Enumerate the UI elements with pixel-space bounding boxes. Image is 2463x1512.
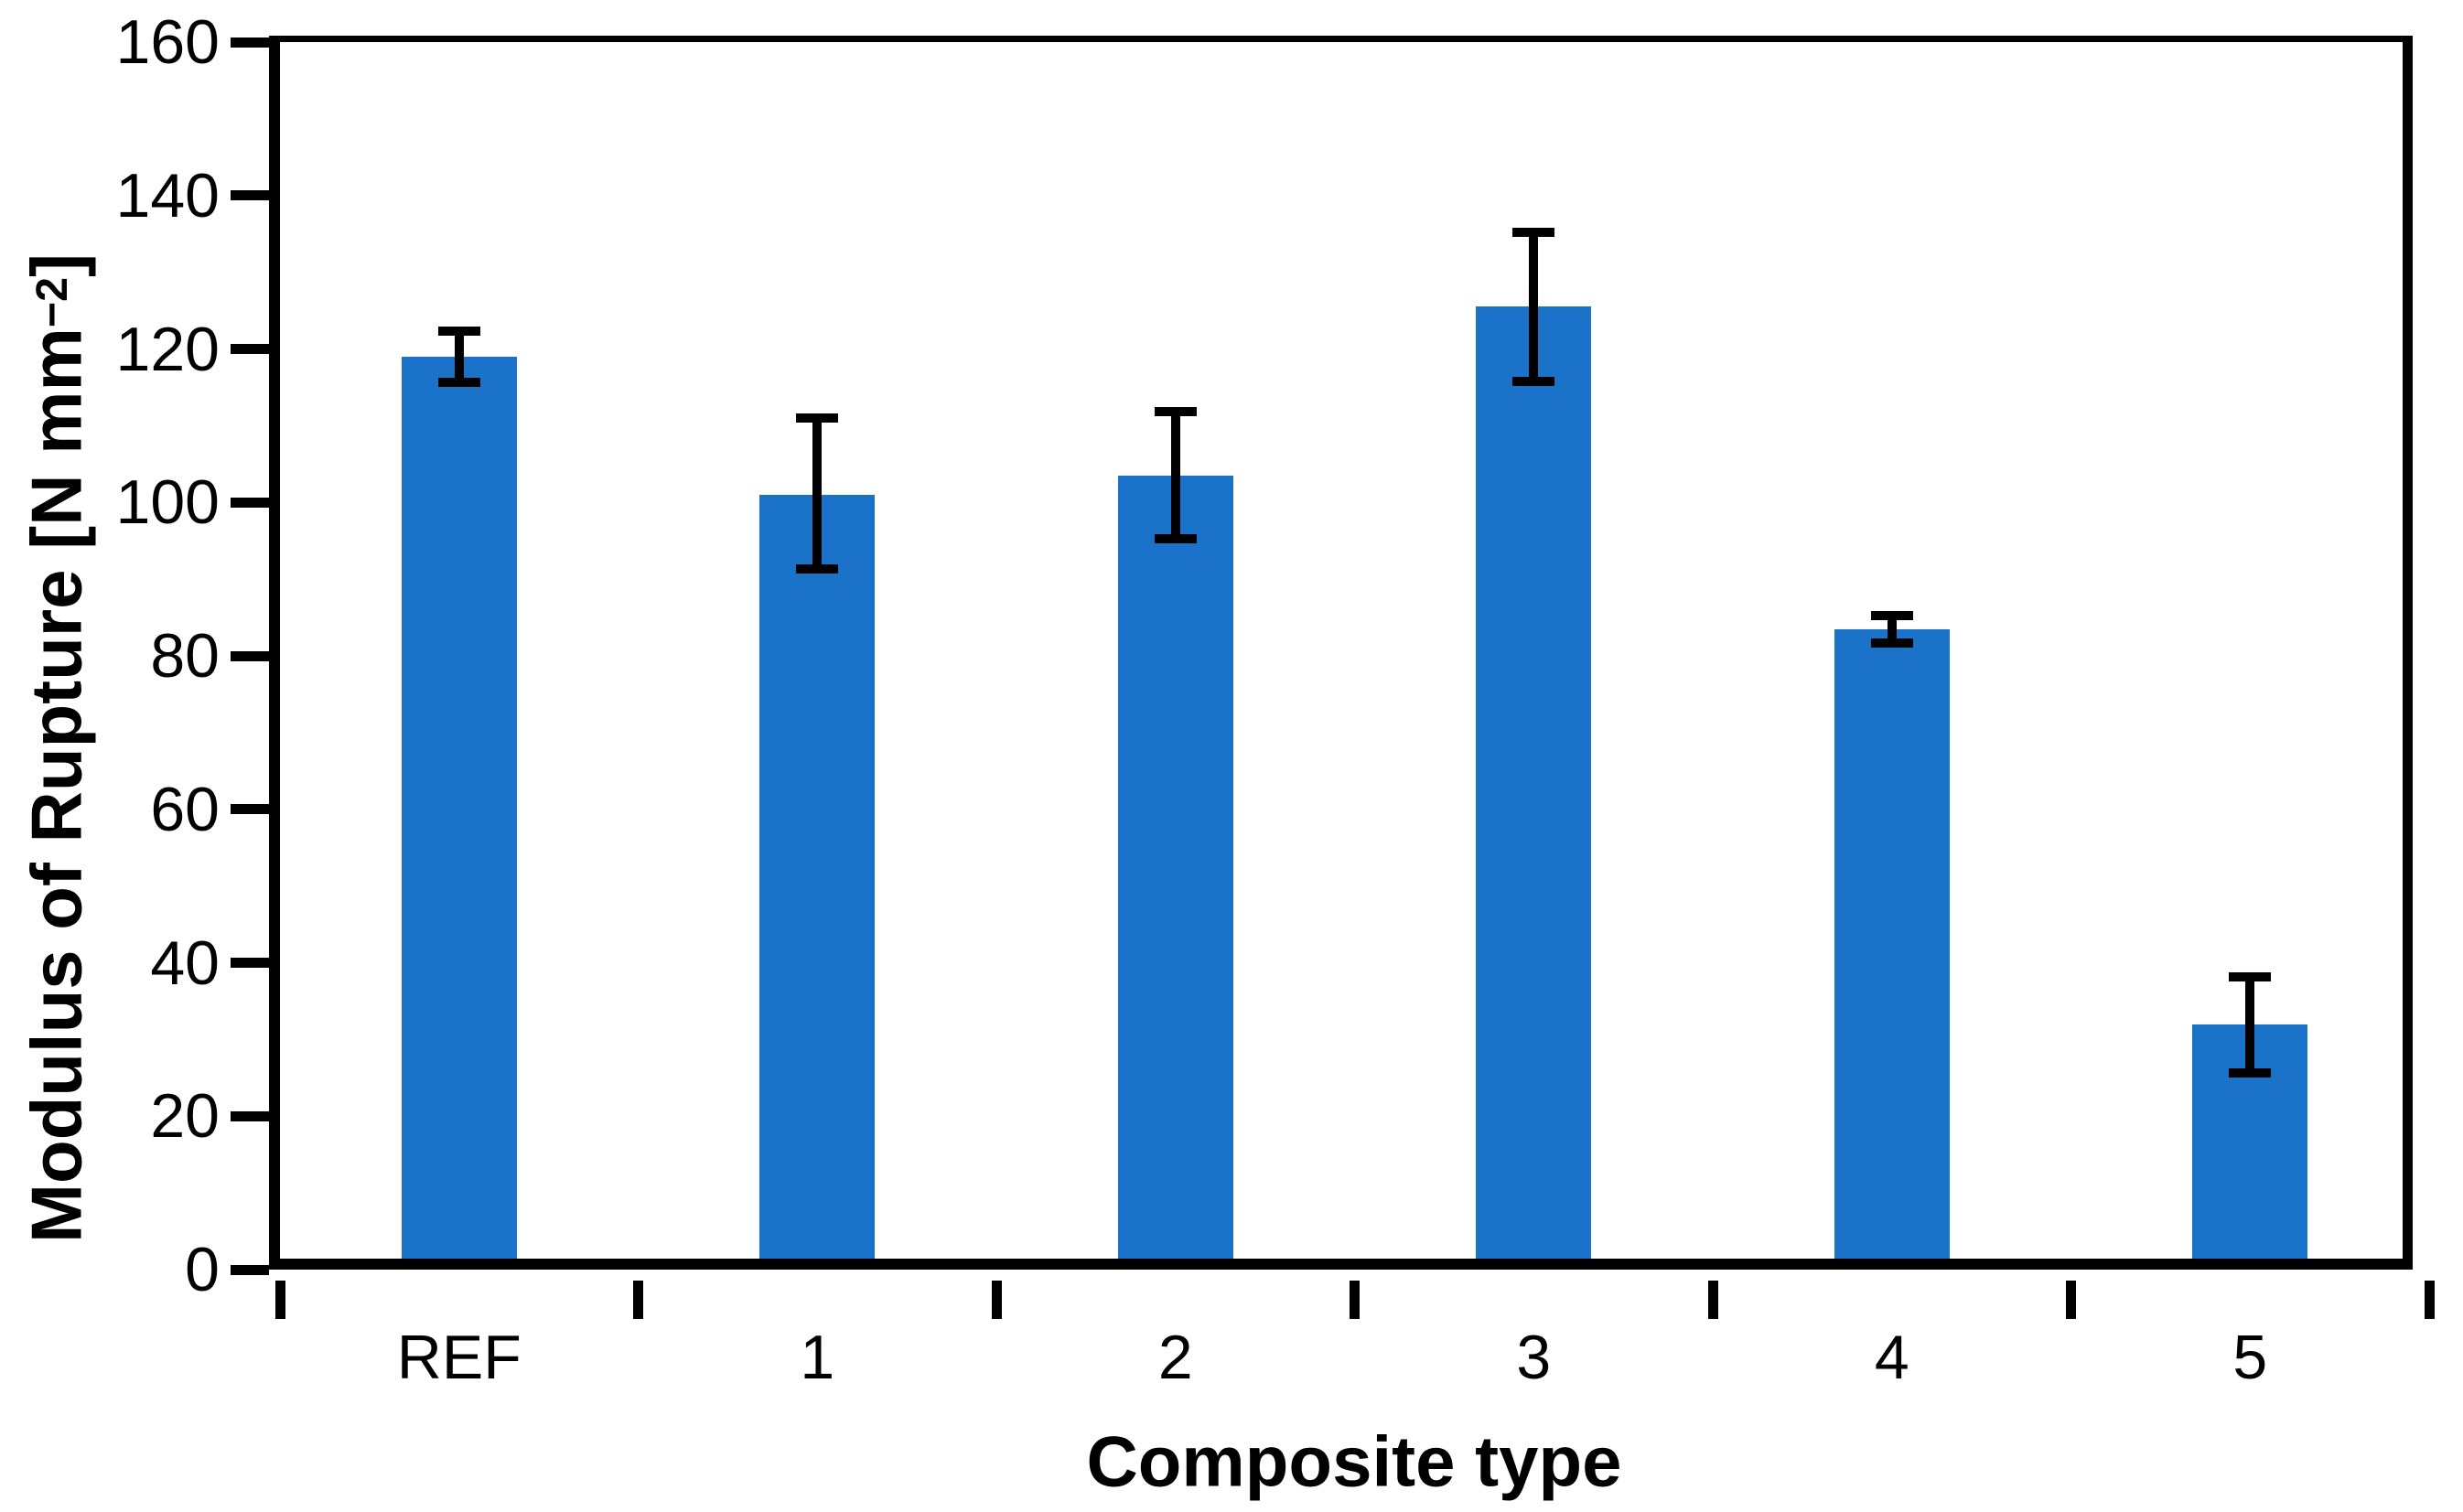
x-axis-tick bbox=[991, 1281, 1002, 1319]
error-bar-2 bbox=[1170, 412, 1180, 539]
y-axis-tick bbox=[231, 958, 269, 968]
error-bar-cap-top-REF bbox=[437, 327, 480, 337]
x-axis-tick bbox=[274, 1281, 285, 1319]
error-bar-cap-bottom-3 bbox=[1512, 376, 1555, 386]
x-axis-tick bbox=[1707, 1281, 1718, 1319]
y-axis-tick-label: 80 bbox=[150, 621, 220, 691]
y-axis-tick bbox=[231, 1110, 269, 1121]
x-axis-category-label-4: 4 bbox=[1874, 1323, 1909, 1392]
y-axis-tick bbox=[231, 804, 269, 815]
y-axis-tick bbox=[231, 37, 269, 48]
y-axis-tick-label: 0 bbox=[185, 1235, 220, 1304]
x-axis-title: Composite type bbox=[1086, 1421, 1622, 1502]
x-axis-category-label-5: 5 bbox=[2232, 1323, 2268, 1392]
error-bar-1 bbox=[812, 417, 823, 570]
y-axis-tick-label: 40 bbox=[150, 928, 220, 998]
error-bar-cap-top-2 bbox=[1154, 407, 1197, 417]
error-bar-cap-bottom-1 bbox=[796, 564, 839, 574]
error-bar-cap-bottom-REF bbox=[437, 377, 480, 387]
error-bar-cap-bottom-2 bbox=[1154, 533, 1197, 543]
x-axis-tick bbox=[633, 1281, 643, 1319]
y-axis-tick bbox=[231, 190, 269, 201]
x-axis-category-label-1: 1 bbox=[800, 1323, 835, 1392]
plot-frame bbox=[269, 36, 2413, 1270]
bar-REF bbox=[401, 356, 517, 1270]
y-axis-tick-label: 160 bbox=[115, 7, 220, 77]
x-axis-tick bbox=[2424, 1281, 2435, 1319]
bar-3 bbox=[1476, 306, 1592, 1270]
y-axis-tick-label: 140 bbox=[115, 160, 220, 231]
error-bar-4 bbox=[1887, 615, 1897, 643]
error-bar-5 bbox=[2245, 976, 2255, 1074]
x-axis-category-label-2: 2 bbox=[1157, 1323, 1193, 1392]
x-axis-tick bbox=[2066, 1281, 2076, 1319]
y-axis-tick-label: 60 bbox=[150, 774, 220, 844]
y-axis-tick bbox=[231, 344, 269, 354]
bar-4 bbox=[1834, 628, 1950, 1270]
x-axis-category-label-3: 3 bbox=[1516, 1323, 1552, 1392]
y-axis-tick-label: 20 bbox=[150, 1081, 220, 1152]
y-axis-tick-label: 120 bbox=[115, 314, 220, 384]
error-bar-cap-top-1 bbox=[796, 413, 839, 423]
bar-1 bbox=[759, 494, 876, 1270]
error-bar-REF bbox=[454, 331, 464, 382]
error-bar-cap-top-4 bbox=[1870, 610, 1913, 620]
y-axis-tick bbox=[231, 1264, 269, 1275]
bar-2 bbox=[1117, 475, 1233, 1270]
error-bar-cap-top-3 bbox=[1512, 228, 1555, 237]
x-axis-tick bbox=[1350, 1281, 1360, 1319]
y-axis-tick bbox=[231, 497, 269, 508]
x-axis-category-label-REF: REF bbox=[396, 1323, 522, 1392]
error-bar-3 bbox=[1529, 232, 1539, 381]
error-bar-cap-top-5 bbox=[2229, 971, 2272, 981]
error-bar-cap-bottom-4 bbox=[1870, 638, 1913, 648]
y-axis-tick-label: 100 bbox=[115, 467, 220, 538]
y-axis-tick bbox=[231, 650, 269, 661]
error-bar-cap-bottom-5 bbox=[2229, 1068, 2272, 1078]
